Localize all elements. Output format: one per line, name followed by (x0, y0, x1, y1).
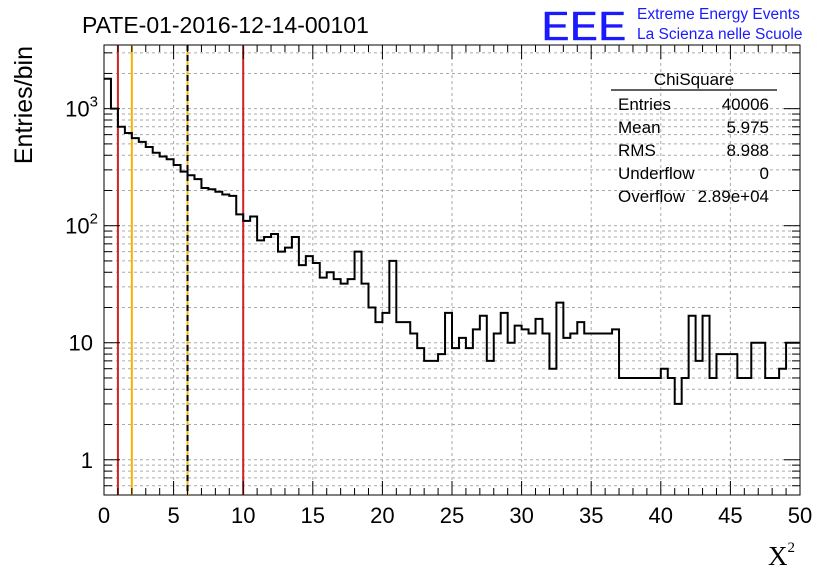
grid (104, 45, 800, 496)
x-tick-label: 25 (440, 503, 464, 528)
stats-label-entries: Entries (618, 95, 671, 114)
x-tick-label: 45 (718, 503, 742, 528)
y-axis-label: Entries/bin (10, 46, 38, 164)
x-tick-label: 30 (509, 503, 533, 528)
logo-line-1: Extreme Energy Events (637, 6, 800, 23)
x-tick-label: 0 (98, 503, 110, 528)
y-tick-label-base: 10 (65, 214, 89, 239)
x-tick-label: 20 (370, 503, 394, 528)
stats-label-rms: RMS (618, 141, 656, 160)
stats-box: ChiSquare Entries 40006 Mean 5.975 RMS 8… (611, 70, 777, 206)
y-tick-label: 1 (81, 448, 93, 473)
x-tick-label: 5 (167, 503, 179, 528)
stats-value-entries: 40006 (722, 95, 769, 114)
x-tick-label: 50 (788, 503, 812, 528)
stats-value-mean: 5.975 (726, 118, 769, 137)
cut-lines (116, 45, 245, 495)
stats-value-underflow: 0 (760, 164, 769, 183)
stats-value-rms: 8.988 (726, 141, 769, 160)
y-tick-label-exponent: 2 (90, 211, 98, 228)
x-axis-label: X2 (768, 540, 795, 571)
stats-label-underflow: Underflow (618, 164, 695, 183)
y-tick-label-base: 10 (65, 97, 89, 122)
logo-mark: EEE (541, 2, 626, 51)
chart-title: PATE-01-2016-12-14-00101 (82, 12, 369, 38)
x-tick-label: 10 (231, 503, 255, 528)
logo-line-2: La Scienza nelle Scuole (637, 26, 802, 43)
histogram-line (104, 77, 800, 405)
y-tick-label: 103 (65, 94, 98, 122)
x-tick-label: 35 (579, 503, 603, 528)
x-tick-label: 40 (649, 503, 673, 528)
stats-title: ChiSquare (654, 70, 734, 89)
x-tick-label: 15 (301, 503, 325, 528)
y-tick-label: 10 (69, 331, 93, 356)
eee-logo: EEE Extreme Energy Events La Scienza nel… (540, 1, 802, 52)
x-axis-label-base: X (768, 541, 788, 571)
stats-label-mean: Mean (618, 118, 661, 137)
y-tick-label: 102 (65, 211, 98, 239)
stats-value-overflow: 2.89e+04 (698, 187, 769, 206)
x-tick-labels: 0 5 10 15 20 25 30 35 40 45 50 (98, 503, 812, 528)
x-axis-label-exponent: 2 (788, 540, 796, 556)
stats-label-overflow: Overflow (618, 187, 686, 206)
axis-ticks (103, 45, 801, 496)
y-tick-label-exponent: 3 (90, 94, 98, 111)
